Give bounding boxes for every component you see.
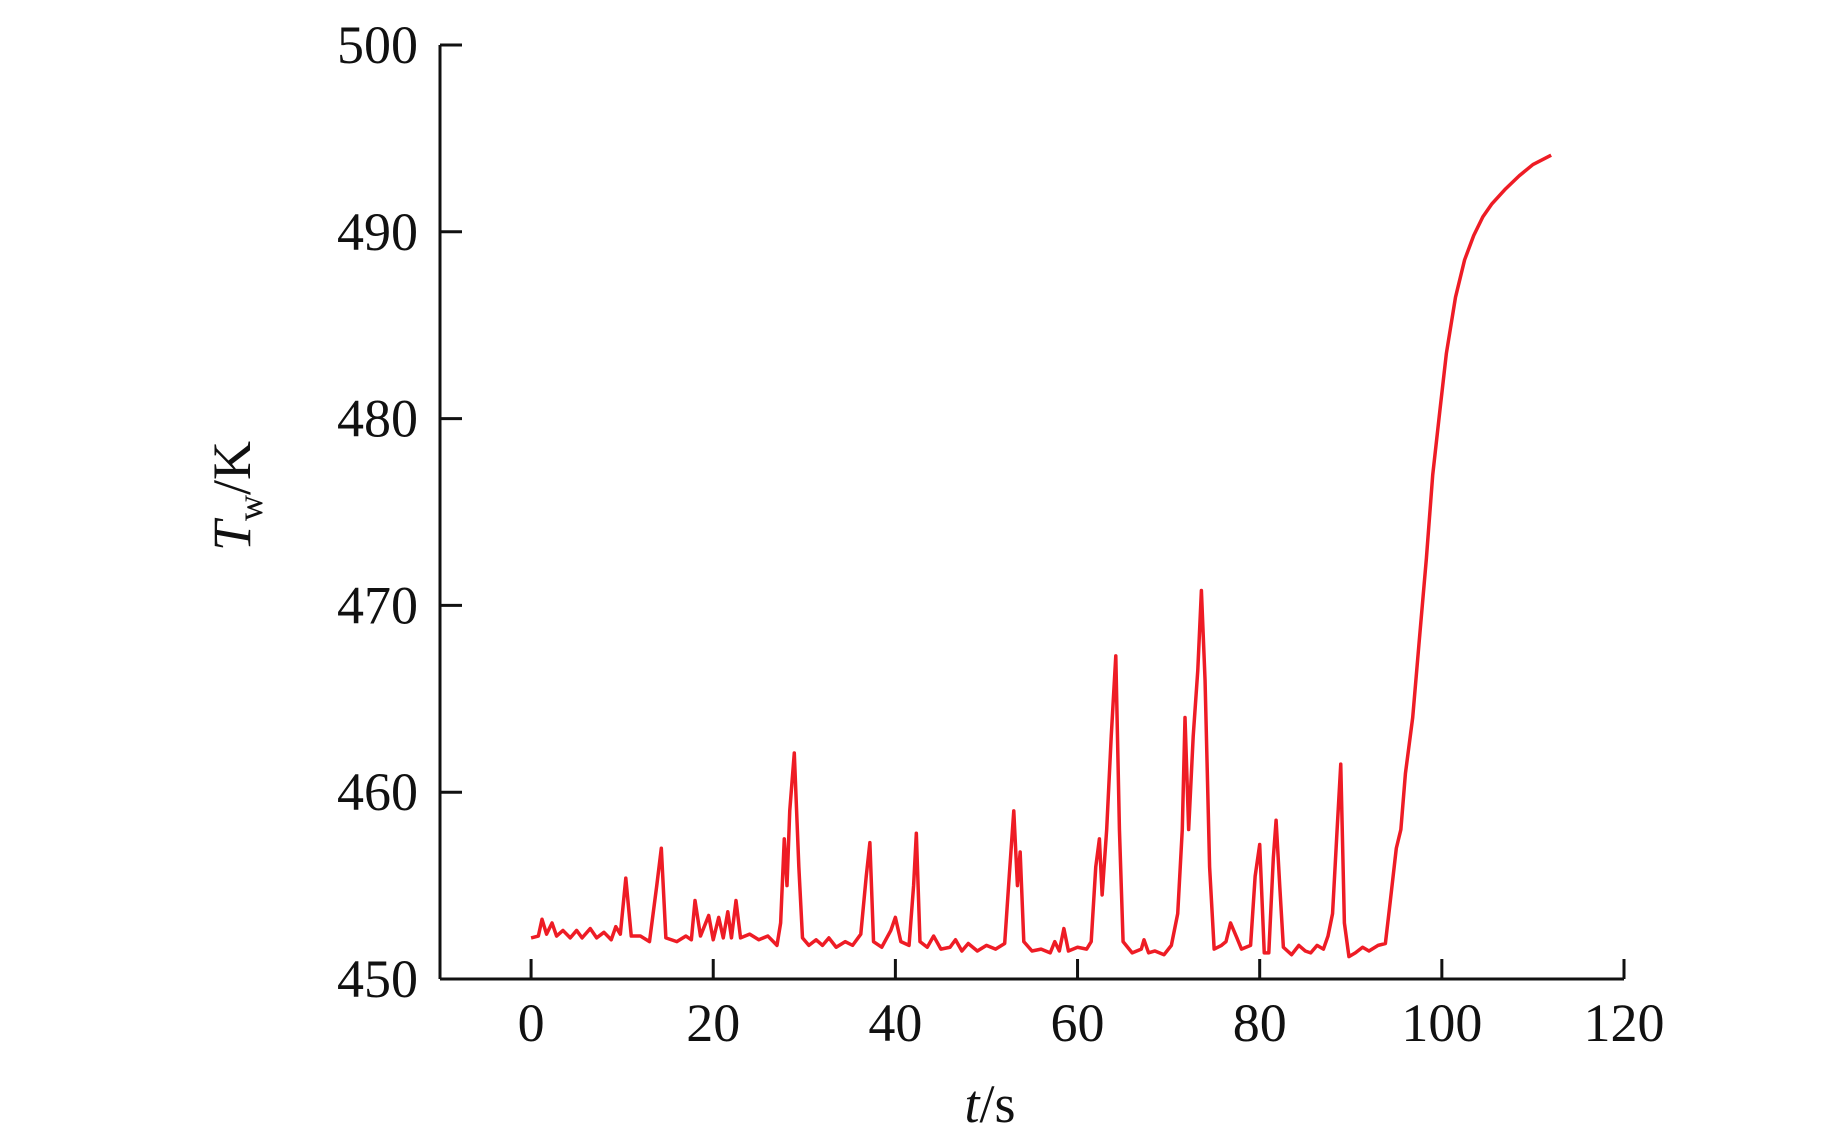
- data-line: [530, 153, 1552, 959]
- y-axis-label: Tw/K: [202, 441, 270, 551]
- x-label-unit: /s: [979, 1074, 1015, 1134]
- x-tick-label: 40: [868, 993, 922, 1053]
- x-label-symbol: t: [964, 1074, 981, 1134]
- y-tick-label: 480: [337, 389, 418, 449]
- y-tick-label: 470: [337, 575, 418, 635]
- x-tick-label: 120: [1584, 993, 1665, 1053]
- x-tick-label: 80: [1233, 993, 1287, 1053]
- y-tick-label: 450: [337, 949, 418, 1009]
- y-label-unit: /K: [202, 441, 262, 495]
- y-tick-label: 490: [337, 202, 418, 262]
- y-tick-label: 500: [337, 15, 418, 75]
- x-axis-label: t/s: [964, 1074, 1015, 1134]
- x-tick-label: 0: [518, 993, 545, 1053]
- y-label-symbol: T: [202, 517, 262, 551]
- x-tick-label: 20: [686, 993, 740, 1053]
- y-tick-label: 460: [337, 762, 418, 822]
- y-label-subscript: w: [230, 495, 270, 521]
- x-tick-label: 100: [1401, 993, 1482, 1053]
- x-tick-label: 60: [1051, 993, 1105, 1053]
